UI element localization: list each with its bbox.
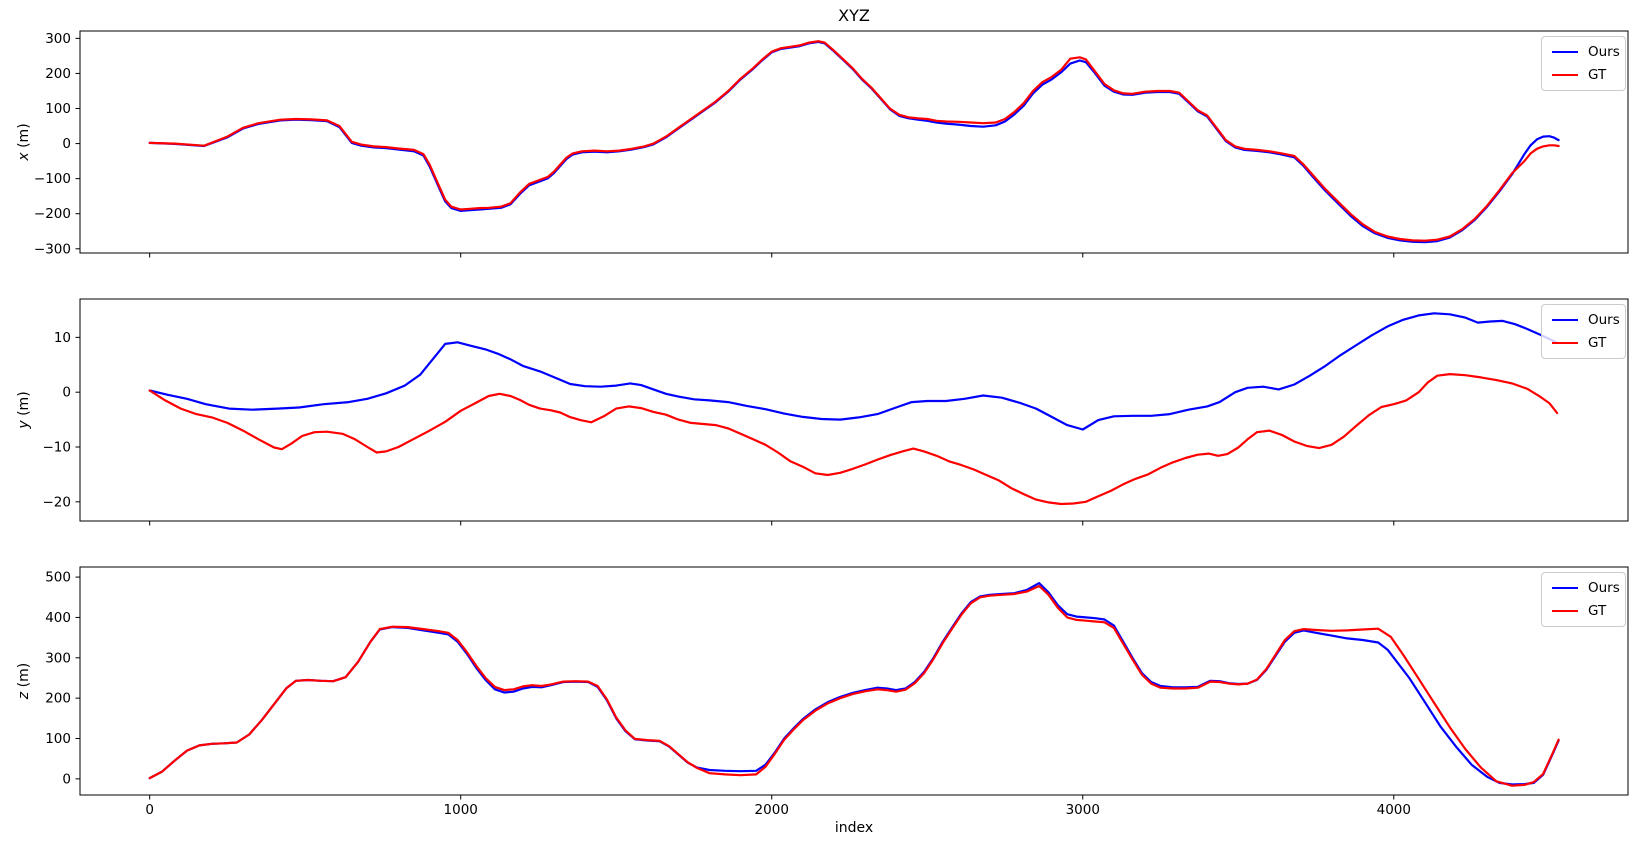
y-tick-label: 0 xyxy=(62,385,71,401)
legend-label-ours: Ours xyxy=(1588,312,1620,328)
y-tick-label: 100 xyxy=(45,731,71,747)
gt-line-swatch xyxy=(1552,342,1578,344)
y-tick-label: 400 xyxy=(45,610,71,626)
x-tick-label: 3000 xyxy=(1066,802,1100,818)
legend-item-gt: GT xyxy=(1552,68,1614,82)
line-ours xyxy=(148,581,1560,786)
ours-line-swatch xyxy=(1552,319,1578,321)
y-tick-label: 200 xyxy=(45,691,71,707)
x-tick-label: 1000 xyxy=(444,802,478,818)
y-tick-label: −100 xyxy=(34,171,71,187)
y-axis-unit-x: (m) xyxy=(16,123,32,148)
y-tick-label: −300 xyxy=(34,241,71,257)
y-axis-unit-z: (m) xyxy=(16,662,32,688)
line-gt xyxy=(148,40,1560,242)
line-gt xyxy=(148,373,1559,506)
y-tick-label: −20 xyxy=(43,494,72,510)
y-tick-label: −10 xyxy=(43,440,72,456)
legend-label-gt: GT xyxy=(1588,603,1607,619)
ours-line-swatch xyxy=(1552,587,1578,589)
y-tick-label: 300 xyxy=(45,650,71,666)
y-tick-label: 500 xyxy=(45,570,71,586)
y-tick-label: 0 xyxy=(62,771,71,787)
x-axis-label: index xyxy=(834,820,874,836)
y-tick-label: −200 xyxy=(34,206,71,222)
legend-label-gt: GT xyxy=(1588,335,1607,351)
y-tick-label: 300 xyxy=(45,31,71,47)
y-axis-unit-y: (m) xyxy=(16,391,32,416)
x-tick-label: 2000 xyxy=(755,802,789,818)
legend-item-ours: Ours xyxy=(1552,313,1620,327)
y-tick-label: 100 xyxy=(45,101,71,117)
y-axis-var-z: z xyxy=(16,691,32,700)
chart-title: XYZ xyxy=(838,6,870,25)
legend-item-ours: Ours xyxy=(1552,45,1620,59)
legend-subplot-z: Ours GT xyxy=(1541,572,1626,627)
y-tick-label: 10 xyxy=(54,330,71,346)
legend-label-gt: GT xyxy=(1588,67,1607,83)
x-tick-label: 4000 xyxy=(1377,802,1411,818)
y-axis-var-x: x xyxy=(16,152,32,161)
subplot-spine xyxy=(79,298,1629,522)
subplot-spine xyxy=(79,566,1629,796)
x-tick-label: 0 xyxy=(145,802,154,818)
y-axis-var-y: y xyxy=(16,420,32,429)
legend-subplot-x: Ours GT xyxy=(1541,36,1626,91)
y-axis-label-y: y (m) xyxy=(16,391,32,428)
line-ours xyxy=(148,312,1559,431)
legend-item-ours: Ours xyxy=(1552,581,1620,595)
legend-subplot-y: Ours GT xyxy=(1541,304,1626,359)
gt-line-swatch xyxy=(1552,610,1578,612)
legend-item-gt: GT xyxy=(1552,604,1614,618)
ours-line-swatch xyxy=(1552,51,1578,53)
gt-line-swatch xyxy=(1552,74,1578,76)
subplot-spine xyxy=(79,30,1629,254)
y-tick-label: 0 xyxy=(62,136,71,152)
legend-label-ours: Ours xyxy=(1588,580,1620,596)
line-gt xyxy=(148,584,1560,787)
legend-label-ours: Ours xyxy=(1588,44,1620,60)
y-axis-label-z: z (m) xyxy=(16,663,32,699)
y-tick-label: 200 xyxy=(45,66,71,82)
y-axis-label-x: x (m) xyxy=(16,123,32,160)
legend-item-gt: GT xyxy=(1552,336,1614,350)
